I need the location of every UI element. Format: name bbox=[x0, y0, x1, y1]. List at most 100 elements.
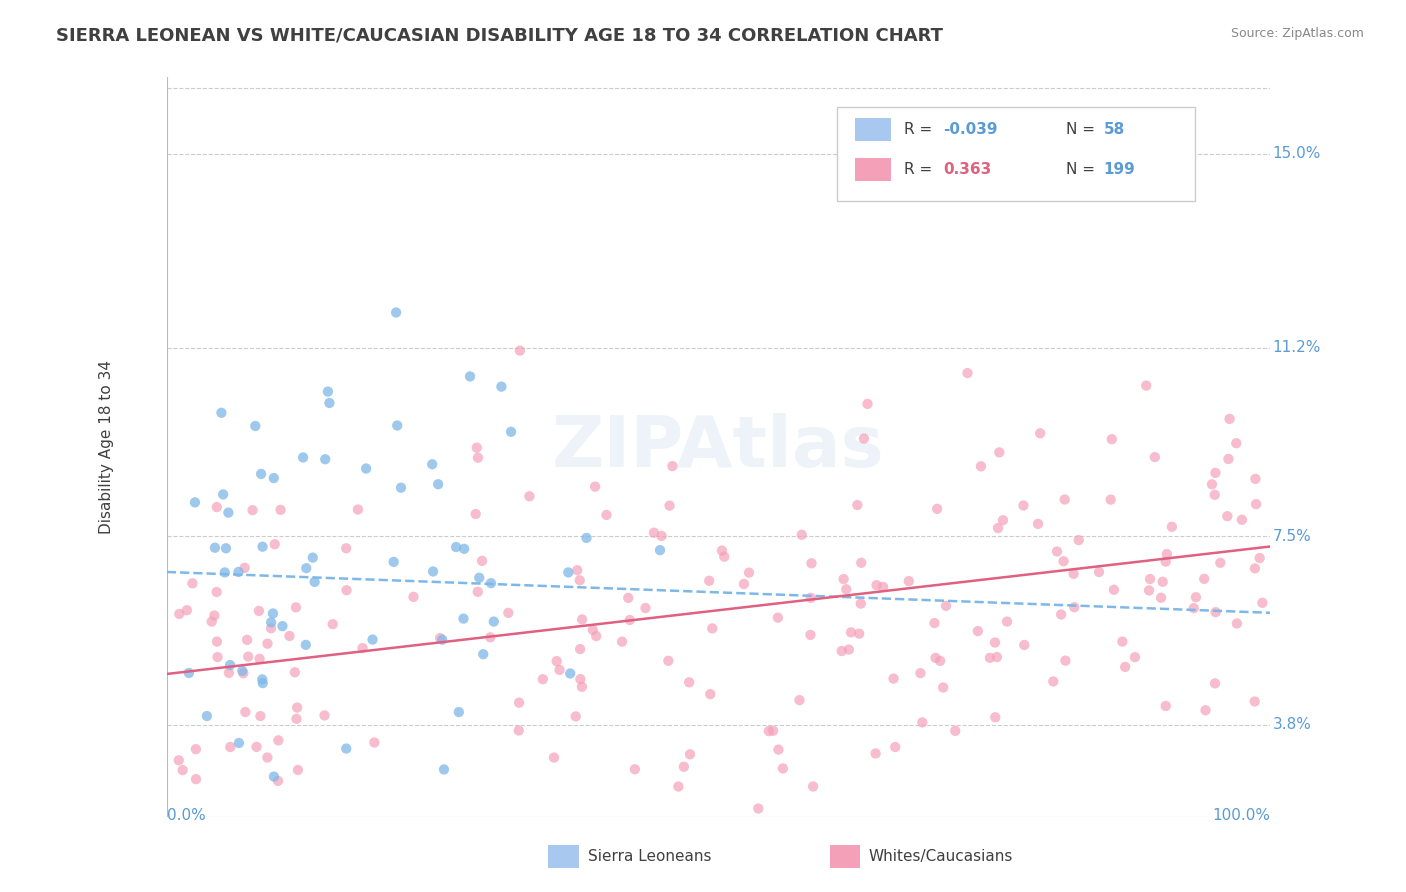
Point bbox=[169, 886, 191, 892]
Point bbox=[335, 541, 357, 556]
Point bbox=[970, 459, 993, 474]
Point bbox=[228, 736, 250, 750]
Point bbox=[1160, 520, 1182, 534]
Point bbox=[661, 459, 683, 474]
Point bbox=[322, 617, 344, 632]
Point bbox=[575, 531, 598, 545]
Point bbox=[984, 710, 1007, 724]
Point bbox=[1185, 591, 1208, 605]
Point bbox=[702, 621, 724, 635]
Point bbox=[262, 607, 284, 621]
Point bbox=[402, 590, 425, 604]
Point bbox=[582, 623, 605, 637]
Point bbox=[595, 508, 617, 522]
Point bbox=[464, 507, 486, 521]
Point bbox=[1114, 660, 1136, 674]
Point bbox=[509, 343, 531, 358]
Point bbox=[839, 625, 862, 640]
Point bbox=[628, 823, 651, 838]
Point bbox=[1067, 533, 1090, 547]
Point bbox=[1154, 555, 1177, 569]
Text: 58: 58 bbox=[1104, 122, 1125, 136]
Point bbox=[363, 735, 385, 749]
Point bbox=[508, 723, 530, 738]
Point bbox=[897, 574, 920, 589]
Point bbox=[546, 654, 568, 668]
Point bbox=[738, 566, 761, 580]
Text: -0.039: -0.039 bbox=[943, 122, 998, 136]
Point bbox=[453, 541, 475, 556]
Point bbox=[678, 675, 700, 690]
Point bbox=[256, 750, 278, 764]
Point bbox=[772, 761, 794, 775]
Point bbox=[851, 556, 873, 570]
Point bbox=[471, 554, 494, 568]
Point bbox=[361, 632, 384, 647]
Point bbox=[285, 712, 308, 726]
Text: ZIPAtlas: ZIPAtlas bbox=[553, 413, 884, 482]
Point bbox=[472, 647, 495, 661]
Point bbox=[849, 597, 872, 611]
Point bbox=[585, 629, 607, 643]
Point bbox=[382, 555, 405, 569]
Point bbox=[668, 780, 690, 794]
Point bbox=[371, 831, 394, 846]
Point bbox=[195, 709, 218, 723]
Point bbox=[427, 477, 450, 491]
Point bbox=[172, 763, 194, 777]
Point bbox=[1204, 676, 1226, 690]
Point bbox=[214, 566, 236, 580]
Point bbox=[420, 457, 443, 471]
Point bbox=[835, 582, 858, 597]
Point bbox=[1012, 499, 1035, 513]
Point bbox=[519, 489, 541, 503]
Point bbox=[995, 615, 1018, 629]
Point bbox=[1182, 601, 1205, 615]
Point bbox=[429, 631, 451, 645]
Point bbox=[986, 650, 1008, 665]
Point bbox=[1152, 574, 1174, 589]
Point bbox=[205, 500, 228, 514]
Text: Sierra Leoneans: Sierra Leoneans bbox=[588, 849, 711, 863]
Point bbox=[1042, 674, 1064, 689]
Point bbox=[557, 566, 579, 580]
Text: 0.0%: 0.0% bbox=[167, 808, 205, 822]
Point bbox=[651, 529, 673, 543]
Point bbox=[1088, 565, 1111, 579]
Point bbox=[387, 418, 409, 433]
Point bbox=[966, 624, 988, 638]
Point bbox=[169, 607, 191, 621]
Point bbox=[176, 603, 198, 617]
Point bbox=[987, 521, 1010, 535]
Point bbox=[209, 406, 232, 420]
Point bbox=[499, 425, 522, 439]
Point bbox=[800, 556, 823, 570]
Text: R =: R = bbox=[904, 162, 938, 177]
Point bbox=[790, 528, 813, 542]
Point bbox=[482, 615, 505, 629]
Point bbox=[284, 600, 307, 615]
Text: SIERRA LEONEAN VS WHITE/CAUCASIAN DISABILITY AGE 18 TO 34 CORRELATION CHART: SIERRA LEONEAN VS WHITE/CAUCASIAN DISABI… bbox=[56, 27, 943, 45]
Point bbox=[447, 705, 470, 719]
Point bbox=[245, 739, 267, 754]
Point bbox=[710, 543, 733, 558]
Point bbox=[1249, 551, 1271, 566]
Point bbox=[1219, 412, 1241, 426]
Point bbox=[571, 612, 593, 626]
Point bbox=[233, 705, 256, 719]
Text: 15.0%: 15.0% bbox=[1272, 146, 1320, 161]
Point bbox=[884, 739, 907, 754]
Point bbox=[238, 649, 260, 664]
Point bbox=[433, 763, 456, 777]
Text: 100.0%: 100.0% bbox=[1212, 808, 1270, 822]
Point bbox=[167, 753, 190, 767]
Point bbox=[184, 742, 207, 756]
Point bbox=[1244, 497, 1267, 511]
Point bbox=[314, 452, 336, 467]
Point bbox=[852, 432, 875, 446]
Point bbox=[1244, 561, 1267, 575]
Point bbox=[335, 741, 357, 756]
Point bbox=[498, 606, 520, 620]
Point bbox=[233, 561, 256, 575]
Text: N =: N = bbox=[1066, 122, 1099, 136]
